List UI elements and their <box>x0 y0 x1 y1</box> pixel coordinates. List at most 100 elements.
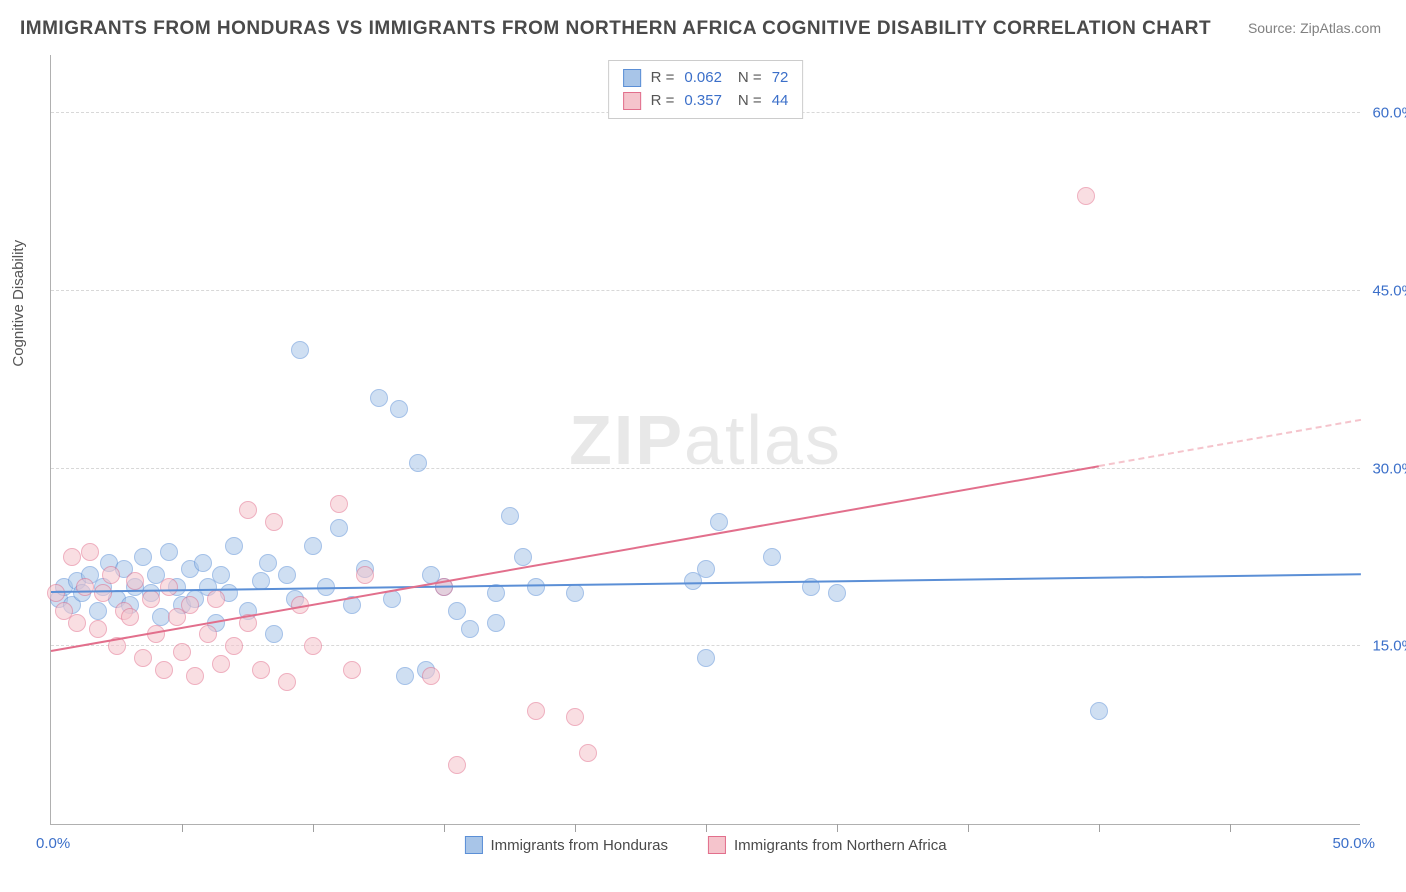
data-point <box>278 566 296 584</box>
data-point <box>76 578 94 596</box>
data-point <box>514 548 532 566</box>
data-point <box>448 602 466 620</box>
data-point <box>370 389 388 407</box>
data-point <box>697 560 715 578</box>
data-point <box>527 578 545 596</box>
data-point <box>89 602 107 620</box>
y-axis-title: Cognitive Disability <box>10 240 27 367</box>
n-label: N = <box>738 90 762 113</box>
data-point <box>448 756 466 774</box>
data-point <box>487 614 505 632</box>
data-point <box>461 620 479 638</box>
n-label: N = <box>738 67 762 90</box>
x-tick <box>182 824 183 832</box>
data-point <box>265 625 283 643</box>
data-point <box>155 661 173 679</box>
data-point <box>566 584 584 602</box>
y-tick-label: 15.0% <box>1372 638 1406 655</box>
data-point <box>710 513 728 531</box>
data-point <box>1077 187 1095 205</box>
data-point <box>304 637 322 655</box>
n-value: 44 <box>772 90 789 113</box>
x-tick <box>837 824 838 832</box>
data-point <box>278 673 296 691</box>
data-point <box>47 584 65 602</box>
data-point <box>409 454 427 472</box>
data-point <box>207 590 225 608</box>
data-point <box>63 548 81 566</box>
n-value: 72 <box>772 67 789 90</box>
x-tick <box>1230 824 1231 832</box>
data-point <box>259 554 277 572</box>
x-tick <box>313 824 314 832</box>
data-point <box>173 643 191 661</box>
data-point <box>763 548 781 566</box>
data-point <box>566 708 584 726</box>
data-point <box>194 554 212 572</box>
gridline: 15.0% <box>51 645 1360 646</box>
data-point <box>356 566 374 584</box>
data-point <box>579 744 597 762</box>
gridline: 30.0% <box>51 468 1360 469</box>
data-point <box>527 702 545 720</box>
x-axis-min-label: 0.0% <box>36 835 70 852</box>
y-tick-label: 30.0% <box>1372 460 1406 477</box>
trend-line-extrapolated <box>1099 419 1361 467</box>
correlation-legend: R = 0.062 N = 72 R = 0.357 N = 44 <box>608 60 804 119</box>
x-tick <box>706 824 707 832</box>
chart-title: IMMIGRANTS FROM HONDURAS VS IMMIGRANTS F… <box>20 18 1211 40</box>
data-point <box>330 495 348 513</box>
data-point <box>160 543 178 561</box>
series-legend-item: Immigrants from Honduras <box>464 836 668 854</box>
legend-swatch <box>708 836 726 854</box>
legend-swatch <box>464 836 482 854</box>
data-point <box>181 596 199 614</box>
legend-swatch <box>623 69 641 87</box>
data-point <box>828 584 846 602</box>
gridline: 45.0% <box>51 290 1360 291</box>
data-point <box>396 667 414 685</box>
data-point <box>697 649 715 667</box>
data-point <box>252 661 270 679</box>
data-point <box>121 608 139 626</box>
x-axis-max-label: 50.0% <box>1332 835 1375 852</box>
r-value: 0.357 <box>684 90 722 113</box>
data-point <box>212 655 230 673</box>
data-point <box>68 614 86 632</box>
data-point <box>186 667 204 685</box>
data-point <box>225 537 243 555</box>
source-attribution: Source: ZipAtlas.com <box>1248 20 1381 36</box>
data-point <box>501 507 519 525</box>
data-point <box>422 667 440 685</box>
r-label: R = <box>651 90 675 113</box>
data-point <box>343 661 361 679</box>
data-point <box>291 341 309 359</box>
data-point <box>304 537 322 555</box>
series-legend-label: Immigrants from Honduras <box>490 837 668 854</box>
series-legend-label: Immigrants from Northern Africa <box>734 837 947 854</box>
series-legend: Immigrants from Honduras Immigrants from … <box>464 836 946 854</box>
data-point <box>225 637 243 655</box>
data-point <box>126 572 144 590</box>
data-point <box>142 590 160 608</box>
data-point <box>134 548 152 566</box>
data-point <box>199 625 217 643</box>
y-tick-label: 45.0% <box>1372 282 1406 299</box>
x-tick <box>1099 824 1100 832</box>
correlation-legend-row: R = 0.357 N = 44 <box>623 90 789 113</box>
data-point <box>239 501 257 519</box>
data-point <box>134 649 152 667</box>
r-value: 0.062 <box>684 67 722 90</box>
r-label: R = <box>651 67 675 90</box>
correlation-legend-row: R = 0.062 N = 72 <box>623 67 789 90</box>
y-tick-label: 60.0% <box>1372 105 1406 122</box>
data-point <box>102 566 120 584</box>
legend-swatch <box>623 92 641 110</box>
data-point <box>94 584 112 602</box>
data-point <box>160 578 178 596</box>
scatter-plot: ZIPatlas 15.0%30.0%45.0%60.0% 0.0% 50.0%… <box>50 55 1360 825</box>
data-point <box>81 543 99 561</box>
x-tick <box>968 824 969 832</box>
data-point <box>89 620 107 638</box>
x-tick <box>575 824 576 832</box>
